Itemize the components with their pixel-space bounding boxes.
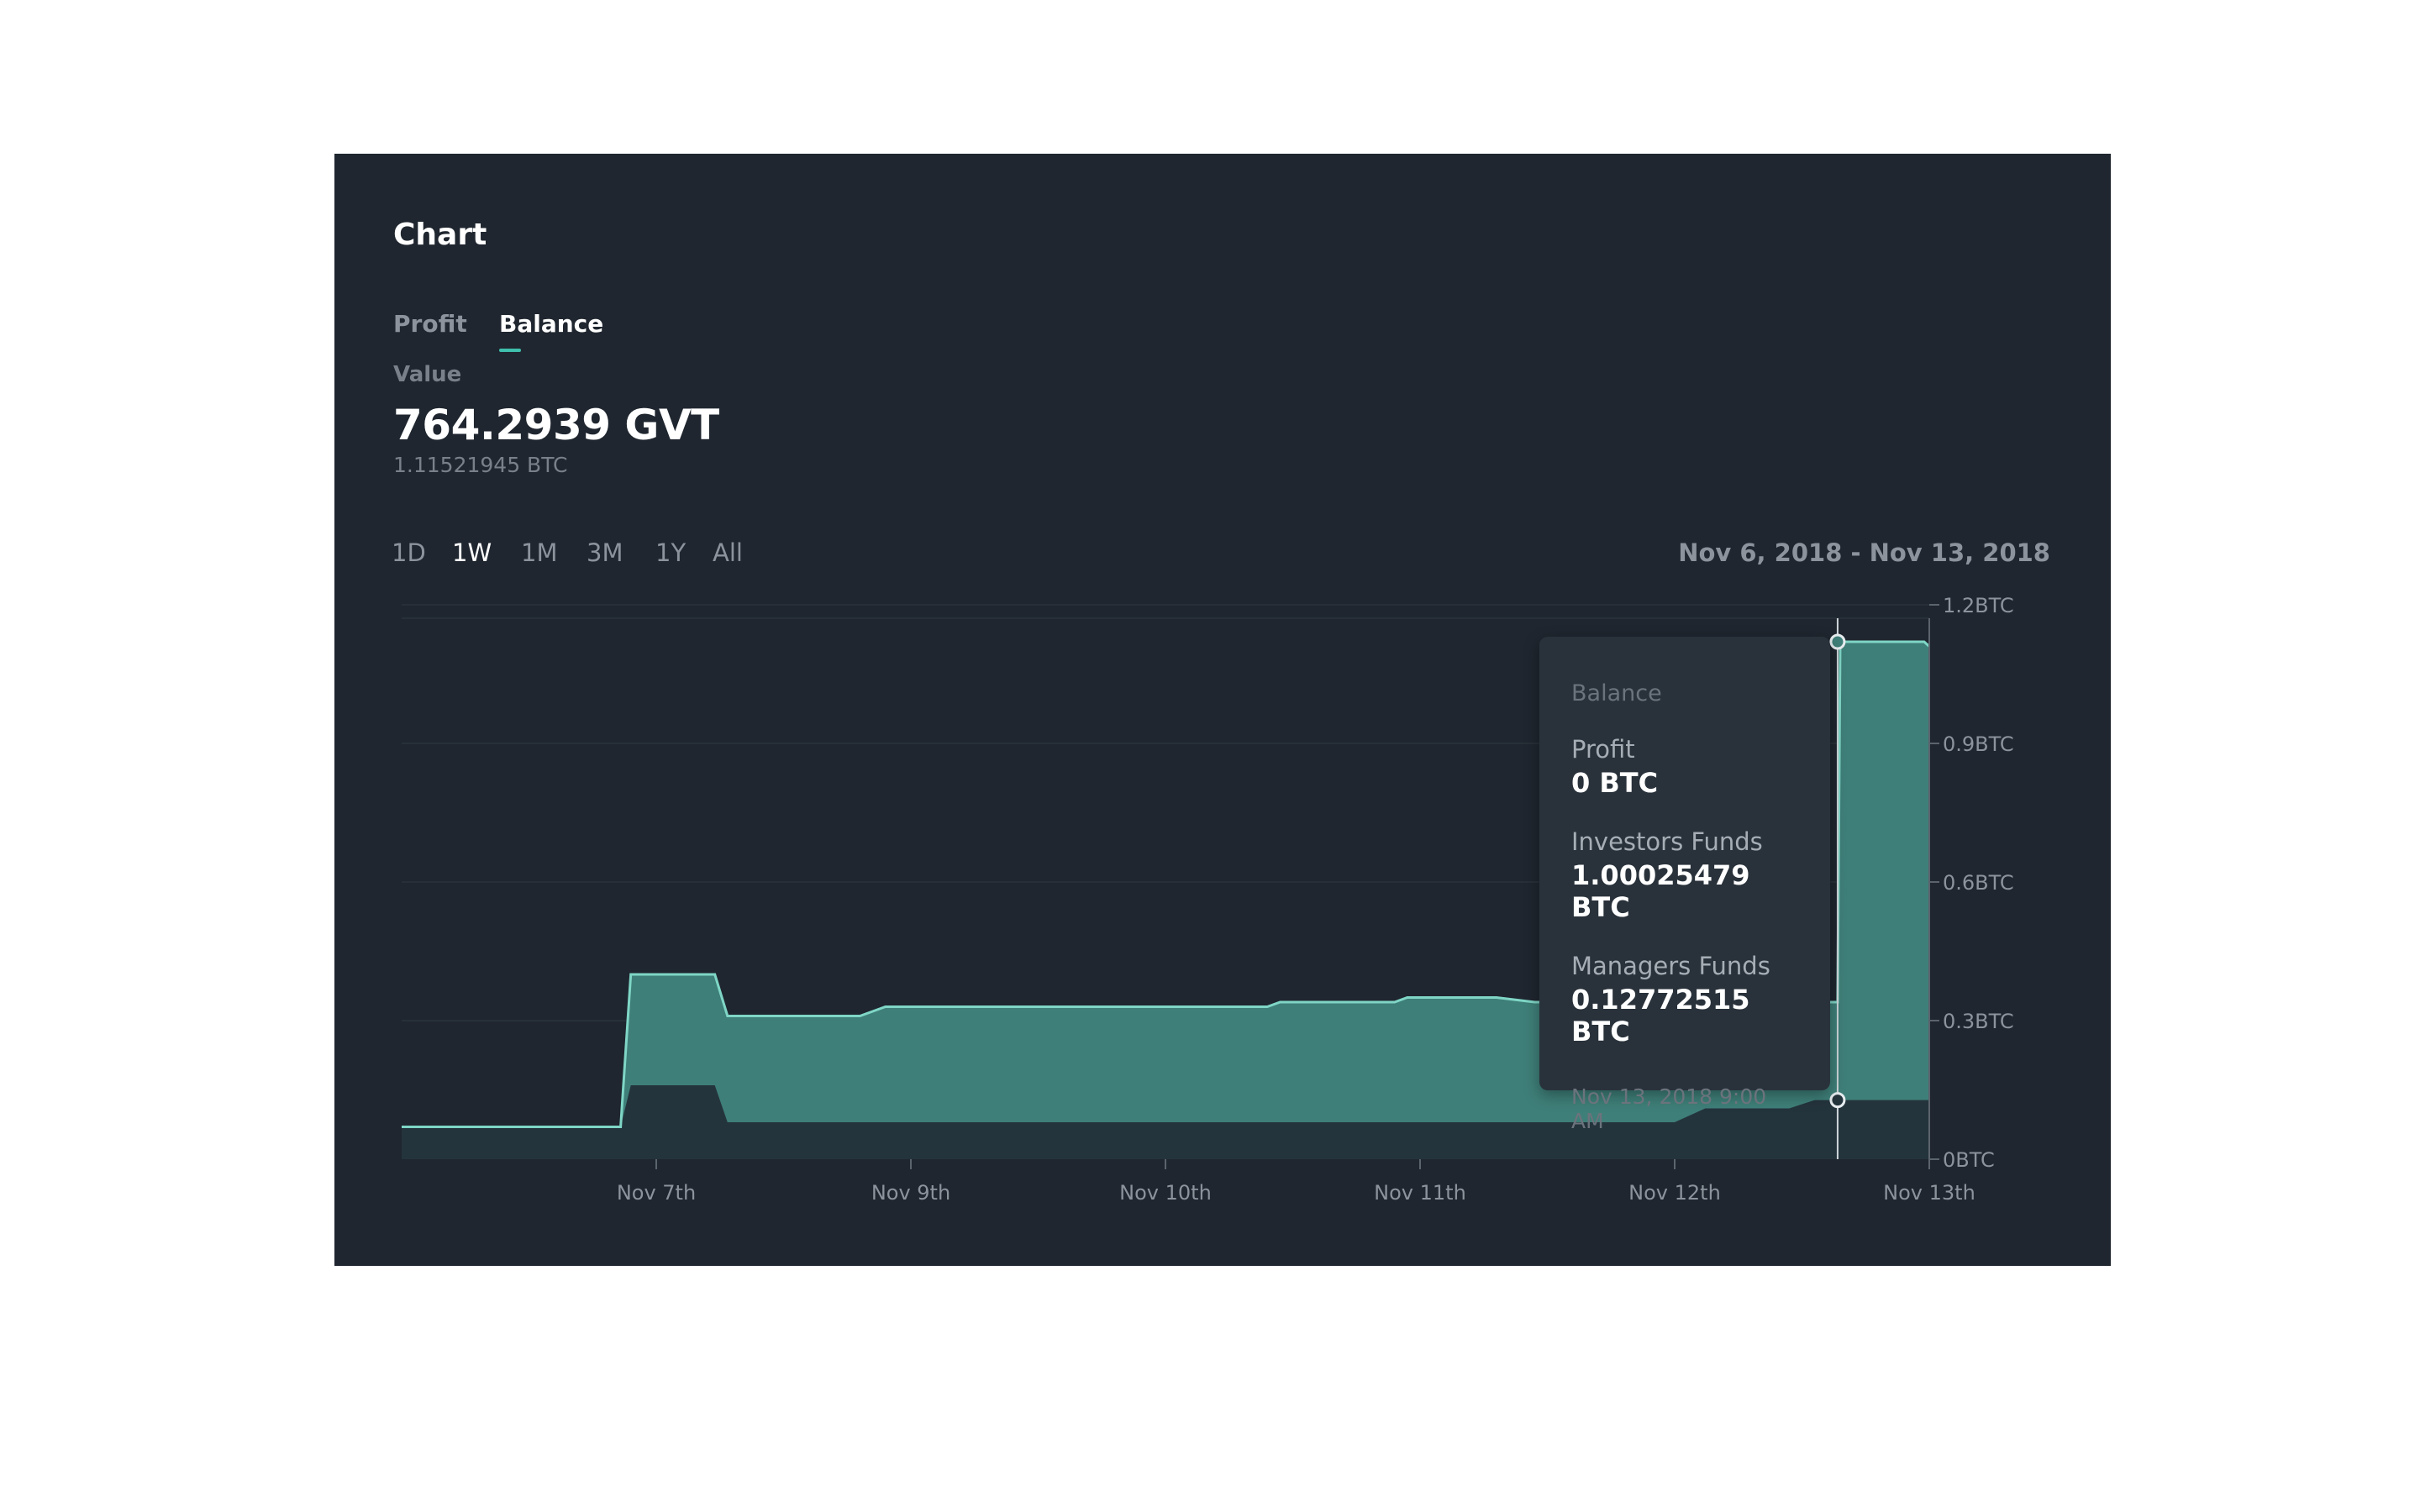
chart-card: Chart Profit Balance Value 764.2939 GVT … <box>334 154 2111 1266</box>
x-tick-label: Nov 11th <box>1374 1181 1466 1205</box>
date-range: Nov 6, 2018 - Nov 13, 2018 <box>1678 538 2050 567</box>
card-title: Chart <box>393 218 487 252</box>
chart-tooltip: Balance Profit 0 BTC Investors Funds 1.0… <box>1539 637 1830 1133</box>
x-tick-label: Nov 7th <box>617 1181 696 1205</box>
range-1y-button[interactable]: 1Y <box>655 538 687 567</box>
x-tick-label: Nov 10th <box>1119 1181 1212 1205</box>
value-sub: 1.11521945 BTC <box>393 453 568 477</box>
hover-point-managers <box>1829 1092 1846 1109</box>
balance-chart[interactable]: 0BTC 0.3BTC 0.6BTC 0.9BTC 1.2BTC Nov 7th Nov 9… <box>334 154 2111 1266</box>
tooltip-profit-label: Profit <box>1571 735 1635 764</box>
range-1d-button[interactable]: 1D <box>392 538 426 567</box>
range-1w-button[interactable]: 1W <box>452 538 492 567</box>
tab-balance-label: Balance <box>499 310 604 338</box>
y-tick-label: 0BTC <box>1943 1148 1995 1172</box>
tooltip-managers-label: Managers Funds <box>1571 952 1770 980</box>
tooltip-managers-value: 0.12772515 BTC <box>1571 984 1750 1047</box>
x-tick-label: Nov 9th <box>871 1181 950 1205</box>
value-label: Value <box>393 362 462 387</box>
tooltip-date: Nov 13, 2018 9:00 AM <box>1571 1084 1767 1133</box>
active-tab-indicator <box>499 349 521 352</box>
x-tick-label: Nov 12th <box>1628 1181 1721 1205</box>
value-main: 764.2939 GVT <box>393 401 719 449</box>
tooltip-investors-value: 1.00025479 BTC <box>1571 859 1750 923</box>
y-tick-label: 0.6BTC <box>1943 871 2014 895</box>
tab-balance[interactable]: Balance <box>499 310 604 352</box>
managers-funds-area <box>402 1085 1929 1159</box>
tooltip-profit-value: 0 BTC <box>1571 767 1659 799</box>
range-all-button[interactable]: All <box>713 538 743 567</box>
tooltip-investors-label: Investors Funds <box>1571 827 1763 856</box>
range-3m-button[interactable]: 3M <box>587 538 623 567</box>
y-tick-label: 0.3BTC <box>1943 1010 2014 1033</box>
tooltip-heading: Balance <box>1571 680 1662 706</box>
tab-profit[interactable]: Profit <box>393 310 467 338</box>
y-tick-label: 0.9BTC <box>1943 732 2014 756</box>
range-1m-button[interactable]: 1M <box>521 538 558 567</box>
hover-point-total <box>1829 633 1846 650</box>
x-tick-label: Nov 13th <box>1883 1181 1975 1205</box>
y-tick-label: 1.2BTC <box>1943 594 2014 617</box>
